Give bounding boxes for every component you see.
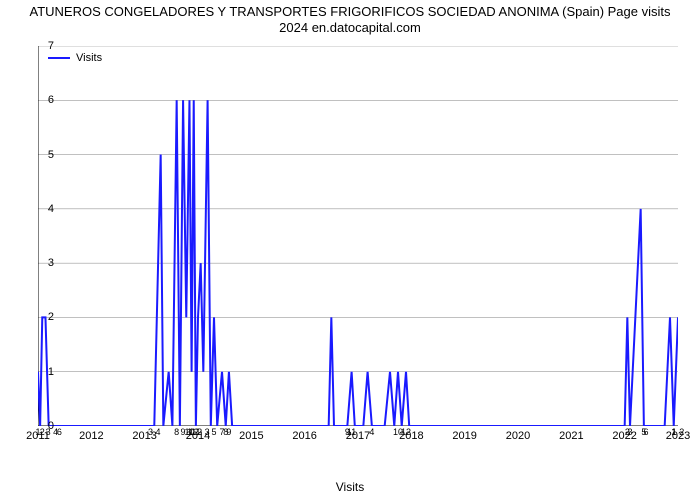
point-label: 6	[643, 427, 648, 437]
point-label: 3 4	[148, 427, 161, 437]
point-label: 2	[40, 427, 45, 437]
x-tick-label: 2019	[452, 430, 476, 442]
point-label: 9	[226, 427, 231, 437]
point-label: 2 3	[197, 427, 210, 437]
point-label: 3	[627, 427, 632, 437]
point-label: 12	[401, 427, 411, 437]
x-tick-label: 2021	[559, 430, 583, 442]
title-line2: 2024 en.datocapital.com	[279, 20, 421, 35]
point-label: 1 2	[672, 427, 685, 437]
x-tick-label: 2016	[292, 430, 316, 442]
x-tick-label: 2015	[239, 430, 263, 442]
y-tick-label: 7	[48, 40, 54, 52]
point-label: 8	[174, 427, 179, 437]
point-label: 11	[347, 427, 356, 437]
y-tick-label: 4	[48, 203, 54, 215]
point-label: 4	[369, 427, 374, 437]
title-line1: ATUNEROS CONGELADORES Y TRANSPORTES FRIG…	[30, 4, 671, 19]
chart-svg	[38, 46, 678, 426]
y-tick-label: 2	[48, 311, 54, 323]
x-axis-label: Visits	[0, 480, 700, 494]
point-label: 5	[211, 427, 216, 437]
x-tick-label: 2012	[79, 430, 103, 442]
y-tick-label: 3	[48, 257, 54, 269]
y-tick-label: 6	[48, 94, 54, 106]
point-label: 6	[57, 427, 62, 437]
chart-title: ATUNEROS CONGELADORES Y TRANSPORTES FRIG…	[0, 4, 700, 37]
y-tick-label: 1	[48, 366, 54, 378]
plot-area	[38, 46, 678, 426]
x-tick-label: 2020	[506, 430, 530, 442]
y-tick-label: 5	[48, 149, 54, 161]
visits-line-chart: ATUNEROS CONGELADORES Y TRANSPORTES FRIG…	[0, 0, 700, 500]
